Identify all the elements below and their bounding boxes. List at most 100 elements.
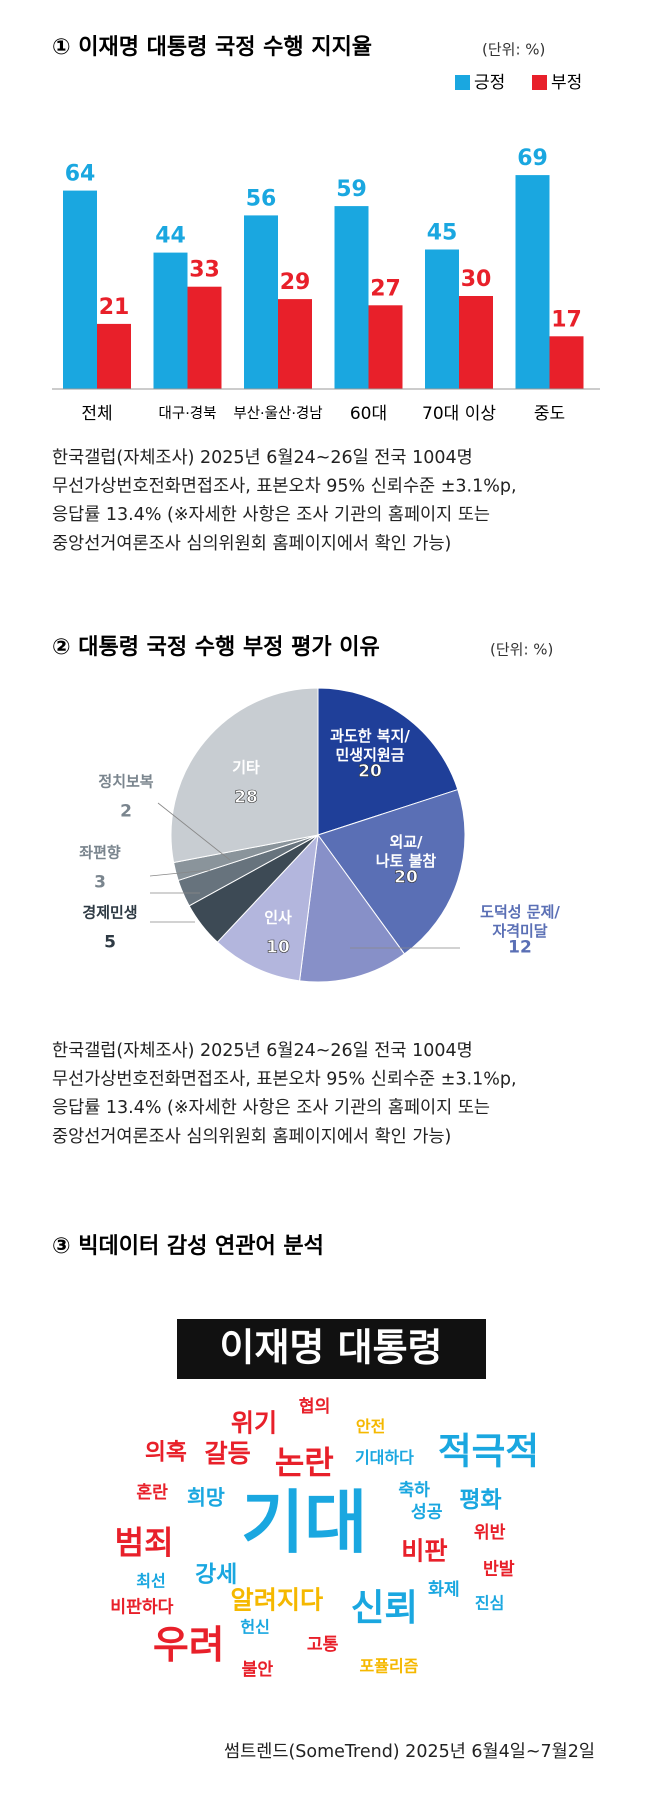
section-title: ③ 빅데이터 감성 연관어 분석 — [52, 1234, 324, 1259]
value-label: 64 — [65, 162, 96, 187]
source-note: 중앙선거여론조사 심의위원회 홈페이지에서 확인 가능) — [52, 1127, 451, 1147]
cloud-word: 범죄 — [115, 1523, 174, 1561]
slice-label: 좌편향 — [79, 843, 121, 862]
slice-label: 도덕성 문제/ 자격미달 — [480, 903, 560, 940]
slice-value: 10 — [266, 937, 290, 958]
value-label: 59 — [336, 177, 367, 202]
slice-label: 과도한 복지/ 민생지원금 — [330, 727, 410, 764]
cloud-word: 강세 — [195, 1562, 237, 1588]
cloud-word: 평화 — [459, 1487, 501, 1513]
source-note: 썸트렌드(SomeTrend) 2025년 6월4일~7월2일 — [224, 1742, 595, 1762]
cloud-word: 불안 — [242, 1660, 274, 1680]
source-note: 응답률 13.4% (※자세한 사항은 조사 기관의 홈페이지 또는 — [52, 1098, 490, 1118]
bar — [63, 190, 97, 389]
value-label: 21 — [99, 295, 130, 320]
slice-label: 경제민생 — [82, 903, 138, 922]
cloud-word: 위기 — [231, 1408, 277, 1437]
slice-value: 20 — [358, 761, 382, 782]
source-note: 무선가상번호전화면접조사, 표본오차 95% 신뢰수준 ±3.1%p, — [52, 1070, 517, 1090]
cloud-word: 위반 — [474, 1523, 506, 1543]
slice-value: 12 — [508, 937, 532, 958]
unit-label: (단위: %) — [482, 41, 545, 59]
bar — [153, 252, 188, 389]
value-label: 30 — [461, 267, 492, 292]
cloud-word: 축하 — [398, 1481, 430, 1501]
value-label: 27 — [370, 276, 401, 301]
chart-title: ② 대통령 국정 수행 부정 평가 이유 — [52, 635, 380, 660]
legend-label: 부정 — [551, 73, 582, 93]
x-tick-label: 70대 이상 — [422, 404, 496, 424]
bar — [334, 206, 369, 389]
chart-title: ① 이재명 대통령 국정 수행 지지율 — [52, 35, 372, 60]
value-label: 17 — [551, 307, 582, 332]
cloud-word: 안전 — [356, 1417, 385, 1436]
source-note: 한국갤럽(자체조사) 2025년 6월24~26일 전국 1004명 — [52, 1041, 473, 1061]
bar — [187, 286, 222, 389]
heading-box — [177, 1319, 486, 1379]
cloud-word: 희망 — [187, 1486, 225, 1510]
pie-slice — [317, 687, 459, 836]
cloud-word: 화제 — [428, 1580, 460, 1600]
slice-label: 정치보복 — [98, 772, 154, 791]
cloud-word: 비판 — [401, 1536, 447, 1565]
cloud-word: 갈등 — [205, 1439, 251, 1468]
slice-value: 3 — [94, 872, 106, 893]
bar — [425, 249, 459, 389]
cloud-word: 협의 — [299, 1396, 331, 1417]
cloud-word: 논란 — [275, 1443, 334, 1481]
value-label: 56 — [246, 186, 277, 211]
heading: 이재명 대통령 — [220, 1326, 443, 1370]
leader-line — [157, 802, 231, 861]
cloud-word: 의혹 — [145, 1439, 187, 1465]
cloud-word: 기대 — [241, 1483, 367, 1563]
cloud-word: 비판하다 — [110, 1597, 173, 1617]
pie-slice — [170, 687, 319, 864]
bar — [515, 175, 550, 389]
cloud-word: 우려 — [153, 1623, 225, 1668]
cloud-word: 신뢰 — [351, 1586, 418, 1629]
source-note: 응답률 13.4% (※자세한 사항은 조사 기관의 홈페이지 또는 — [52, 505, 490, 525]
pie-slice — [216, 833, 319, 982]
x-tick-label: 전체 — [81, 404, 112, 424]
legend-label: 긍정 — [474, 73, 505, 93]
legend-swatch — [455, 75, 470, 90]
cloud-word: 기대하다 — [355, 1448, 414, 1467]
slice-value: 28 — [234, 787, 258, 808]
pie-slice — [317, 788, 466, 955]
x-tick-label: 부산·울산·경남 — [233, 405, 322, 422]
slice-value: 2 — [120, 801, 132, 822]
x-tick-label: 중도 — [534, 404, 565, 424]
cloud-word: 진심 — [475, 1593, 504, 1612]
x-tick-label: 60대 — [350, 404, 387, 424]
legend-swatch — [532, 75, 547, 90]
value-label: 33 — [189, 258, 220, 283]
bar — [244, 215, 278, 389]
bar — [459, 296, 493, 389]
source-note: 한국갤럽(자체조사) 2025년 6월24~26일 전국 1004명 — [52, 448, 473, 468]
bar — [368, 305, 403, 389]
cloud-word: 성공 — [411, 1502, 443, 1522]
cloud-word: 알려지다 — [231, 1586, 324, 1615]
cloud-word: 헌신 — [240, 1617, 269, 1636]
source-note: 무선가상번호전화면접조사, 표본오차 95% 신뢰수준 ±3.1%p, — [52, 477, 517, 497]
bar — [549, 336, 584, 389]
cloud-word: 혼란 — [136, 1482, 168, 1503]
pie-slice — [299, 833, 406, 983]
value-label: 29 — [280, 270, 311, 295]
cloud-word: 최선 — [136, 1572, 165, 1591]
cloud-word: 반발 — [483, 1560, 515, 1580]
bar — [97, 323, 131, 389]
cloud-word: 포퓰리즘 — [360, 1656, 419, 1675]
slice-label: 외교/ 나토 불참 — [375, 833, 437, 870]
bar — [278, 299, 312, 389]
slice-value: 20 — [394, 867, 418, 888]
slice-label: 기타 — [232, 758, 260, 777]
leader-line — [149, 869, 211, 877]
x-tick-label: 대구·경북 — [159, 405, 217, 422]
slice-label: 인사 — [264, 908, 292, 927]
value-label: 45 — [427, 221, 458, 246]
value-label: 69 — [517, 146, 548, 171]
source-note: 중앙선거여론조사 심의위원회 홈페이지에서 확인 가능) — [52, 534, 451, 554]
